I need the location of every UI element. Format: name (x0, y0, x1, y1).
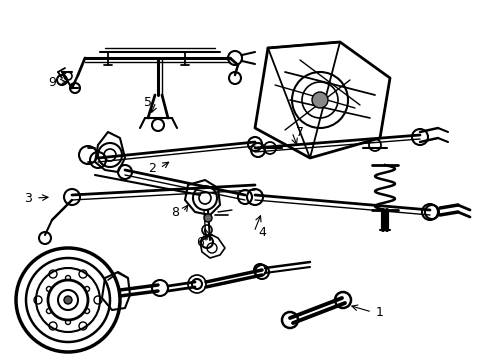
Circle shape (312, 92, 328, 108)
Circle shape (64, 296, 72, 304)
Circle shape (204, 214, 212, 222)
Text: 7: 7 (296, 126, 304, 139)
Text: 2: 2 (148, 162, 156, 175)
Text: 6: 6 (196, 235, 204, 248)
Text: 8: 8 (171, 206, 179, 219)
Text: 4: 4 (258, 225, 266, 238)
Text: 9: 9 (48, 76, 56, 89)
Text: 3: 3 (24, 192, 32, 204)
Text: 1: 1 (376, 306, 384, 319)
Text: 5: 5 (144, 95, 152, 108)
